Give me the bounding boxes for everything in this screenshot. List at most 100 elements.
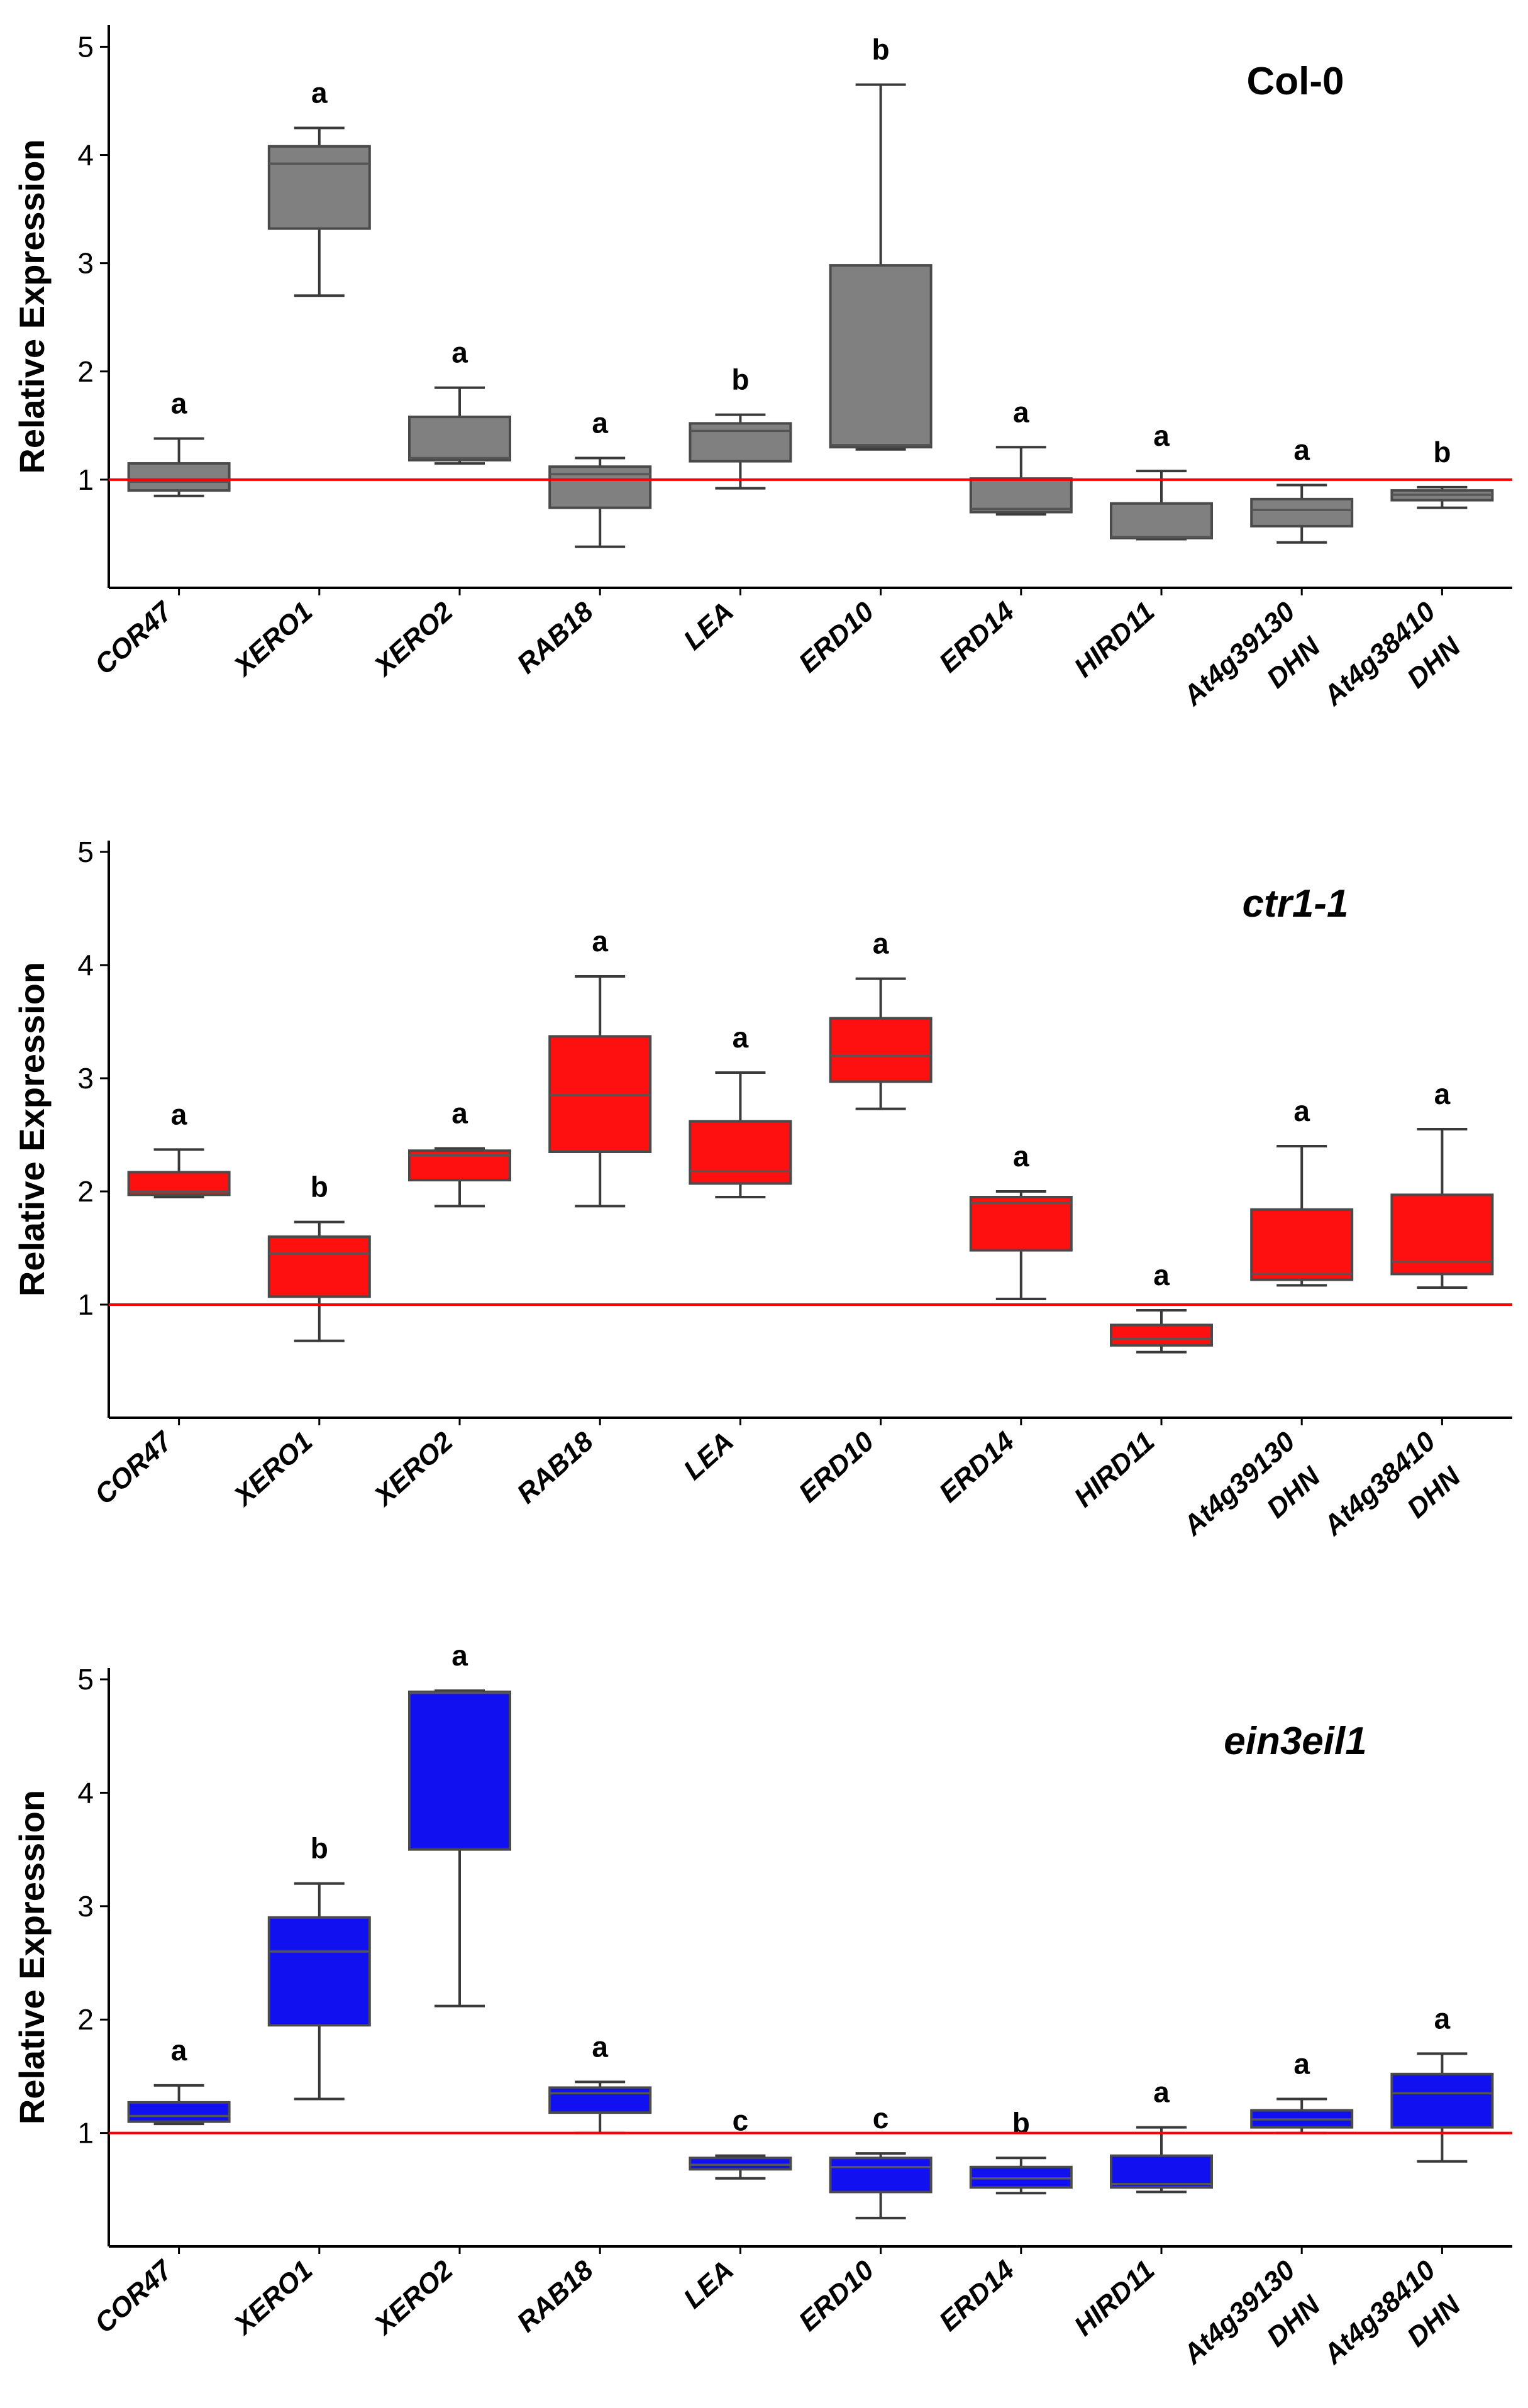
box [267, 1235, 371, 1298]
box-plot-LEA [689, 1071, 792, 1198]
significance-letter: a [1434, 2002, 1451, 2035]
x-tick-label: COR47 [89, 2253, 179, 2339]
box [829, 1017, 933, 1083]
box [689, 2157, 792, 2171]
significance-letter: a [873, 927, 889, 960]
box-plot-XERO1 [267, 1882, 371, 2101]
x-tick-label: ERD14 [933, 2255, 1020, 2337]
box-plot-At4g39130-DHN [1250, 1145, 1354, 1287]
box [689, 422, 792, 463]
box [1110, 1323, 1213, 1347]
box-plot-ERD14 [969, 446, 1073, 516]
chart-title: ein3eil1 [1224, 1720, 1366, 1763]
x-tick-label: RAB18 [511, 596, 599, 680]
box [829, 264, 933, 449]
x-tick-label: ERD14 [933, 596, 1020, 678]
x-tick-label: XERO2 [367, 1426, 459, 1513]
box-plot-ERD10 [829, 83, 933, 451]
box [829, 2157, 933, 2194]
x-tick-label: LEA [678, 1426, 739, 1486]
box [127, 462, 231, 492]
significance-letter: a [1153, 2076, 1170, 2109]
box [969, 1196, 1073, 1252]
significance-letter: a [1293, 433, 1310, 466]
y-axis-label: Relative Expression [12, 1790, 52, 2124]
box-plot-XERO2 [408, 1689, 511, 2008]
box-plot-ERD10 [829, 2152, 933, 2219]
box-plot-XERO1 [267, 126, 371, 297]
chart-panel-1: 1 2 3 4 5 Relative Expression Col-0 a COR47 a XERO… [12, 25, 1512, 712]
box-plot-LEA [689, 2154, 792, 2180]
significance-letter: a [592, 2030, 608, 2063]
y-tick-label: 5 [77, 30, 94, 63]
chart-panel-3: 1 2 3 4 5 Relative Expression ein3eil1 a COR47 b X… [12, 1639, 1512, 2370]
y-tick-label: 1 [77, 2117, 94, 2150]
y-tick-label: 1 [77, 1288, 94, 1321]
x-tick-label: XERO2 [367, 2255, 459, 2342]
box-plot-ERD14 [969, 2157, 1073, 2195]
box [1110, 2154, 1213, 2189]
significance-letter: a [171, 1098, 187, 1130]
box-plot-At4g39130-DHN [1250, 483, 1354, 544]
significance-letter: a [1434, 1078, 1451, 1110]
y-tick-label: 4 [77, 949, 94, 981]
y-tick-label: 4 [77, 139, 94, 172]
significance-letter: b [311, 1171, 328, 1203]
box [548, 465, 652, 509]
box-plot-XERO1 [267, 1220, 371, 1342]
significance-letter: a [1293, 2047, 1310, 2080]
significance-letter: b [1433, 436, 1451, 468]
x-tick-label: HIRD11 [1068, 596, 1161, 683]
x-tick-label: ERD10 [793, 2255, 880, 2338]
x-tick-label: XERO1 [227, 1426, 319, 1513]
y-tick-label: 3 [77, 1890, 94, 1923]
significance-letter: a [171, 2034, 187, 2067]
significance-letter: c [733, 2104, 749, 2137]
box-plot-HIRD11 [1110, 2126, 1213, 2194]
chart-title: Col-0 [1247, 60, 1344, 103]
x-tick-label: ERD14 [933, 1426, 1020, 1508]
x-tick-label: HIRD11 [1068, 1426, 1161, 1513]
box-plot-COR47 [127, 1148, 231, 1198]
box-plot-ERD14 [969, 1190, 1073, 1300]
y-tick-label: 5 [77, 1663, 94, 1696]
box [548, 1035, 652, 1154]
box [1250, 497, 1354, 527]
significance-letter: a [1293, 1095, 1310, 1127]
significance-letter: a [451, 1097, 468, 1130]
y-tick-label: 4 [77, 1776, 94, 1809]
y-tick-label: 3 [77, 1062, 94, 1095]
significance-letter: a [1153, 1259, 1170, 1291]
chart-title: ctr1-1 [1243, 882, 1349, 925]
box-plot-RAB18 [548, 456, 652, 548]
box [689, 1120, 792, 1185]
box [1390, 2072, 1494, 2129]
significance-letter: a [1013, 395, 1029, 428]
box-plot-ERD10 [829, 977, 933, 1110]
box-plot-XERO2 [408, 386, 511, 465]
box [408, 1690, 511, 1851]
significance-letter: a [451, 1639, 468, 1672]
y-tick-label: 5 [77, 836, 94, 868]
box-plot-XERO2 [408, 1147, 511, 1208]
box [127, 2101, 231, 2123]
box-plot-COR47 [127, 437, 231, 497]
significance-letter: a [733, 1021, 749, 1054]
significance-letter: c [873, 2102, 889, 2135]
box-plot-At4g39130-DHN [1250, 2097, 1354, 2135]
box [267, 1916, 371, 2027]
x-tick-label: XERO1 [227, 596, 319, 683]
box-plot-At4g38410-DHN [1390, 485, 1494, 509]
x-tick-label: XERO1 [227, 2255, 319, 2341]
significance-letter: a [171, 387, 187, 419]
x-tick-label: COR47 [89, 595, 179, 680]
y-tick-label: 3 [77, 247, 94, 280]
box-plot-At4g38410-DHN [1390, 1128, 1494, 1289]
box [408, 416, 511, 461]
x-tick-label: ERD10 [793, 1426, 880, 1509]
y-tick-label: 2 [77, 355, 94, 388]
y-tick-label: 1 [77, 463, 94, 496]
box [1250, 1208, 1354, 1281]
box [1110, 502, 1213, 539]
